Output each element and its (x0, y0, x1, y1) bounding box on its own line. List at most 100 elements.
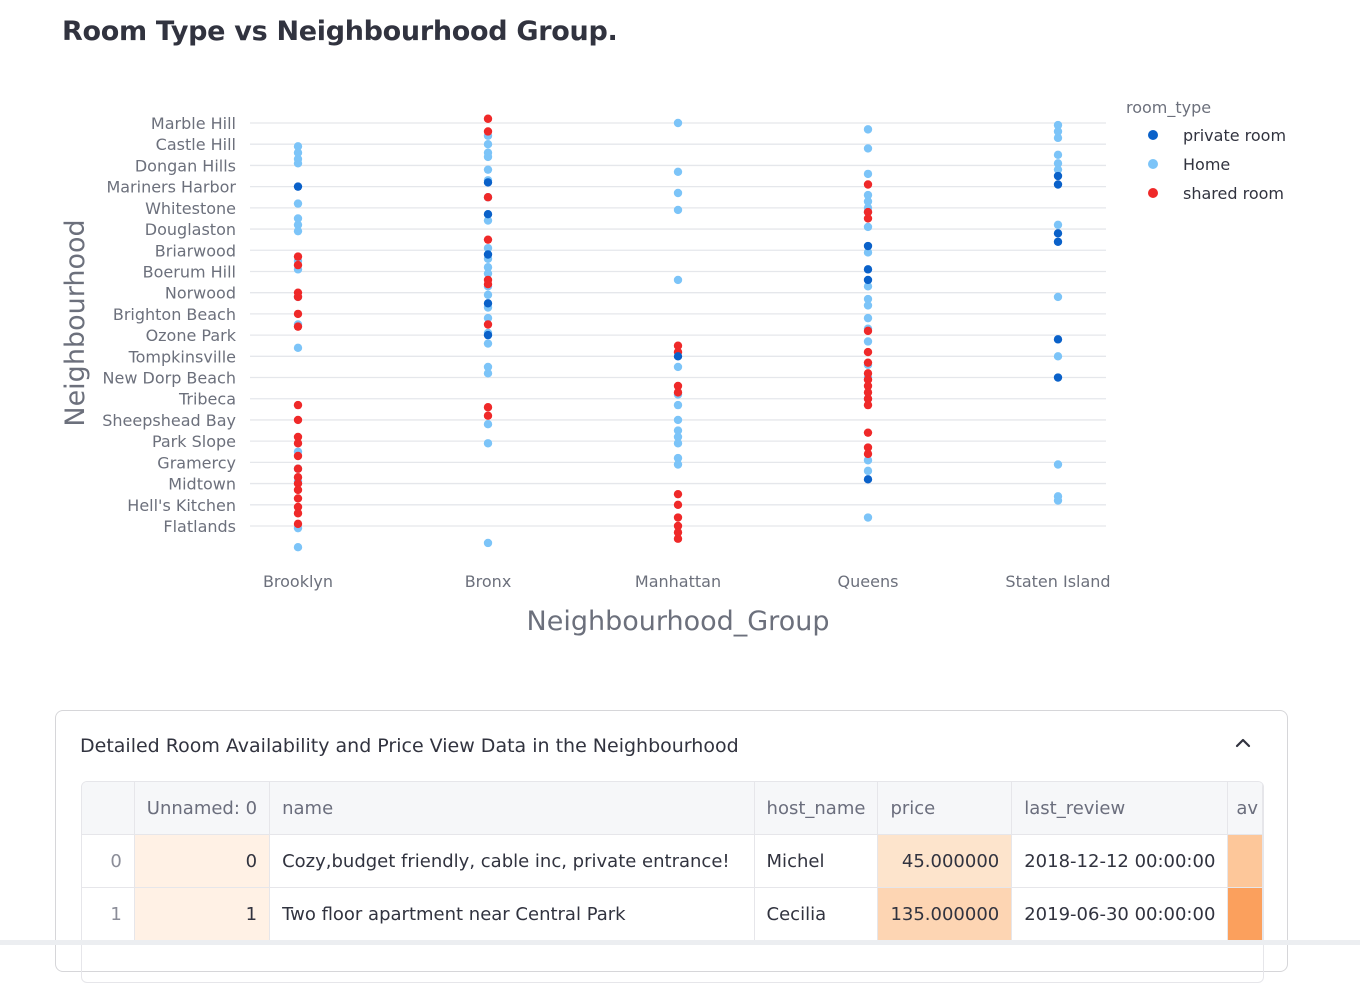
data-point-home[interactable] (863, 222, 873, 232)
data-point-home[interactable] (863, 301, 873, 310)
data-point-shared-room[interactable] (863, 381, 873, 391)
data-point-home[interactable] (1053, 352, 1063, 361)
data-point-private-room[interactable] (1053, 237, 1063, 246)
data-point-shared-room[interactable] (673, 381, 683, 391)
data-point-home[interactable] (483, 269, 493, 278)
data-point-home[interactable] (863, 337, 873, 346)
data-point-shared-room[interactable] (293, 415, 303, 425)
scatter-chart[interactable]: Marble Hill Castle Hill Dongan Hills Marine… (0, 60, 1360, 650)
data-point-shared-room[interactable] (863, 180, 873, 189)
data-point-shared-room[interactable] (293, 260, 303, 270)
data-point-home[interactable] (483, 243, 493, 253)
cell-last-review[interactable]: 2018-12-12 00:00:00 (1011, 834, 1229, 888)
data-point-shared-room[interactable] (293, 479, 303, 488)
legend-label[interactable]: private room (1183, 126, 1286, 145)
data-point-home[interactable] (863, 313, 873, 323)
data-point-shared-room[interactable] (863, 369, 873, 378)
cell-name[interactable]: Cozy,budget friendly, cable inc, private… (269, 834, 755, 888)
data-point-home[interactable] (863, 248, 873, 257)
column-header[interactable]: price (877, 782, 1013, 835)
data-point-home[interactable] (1053, 159, 1063, 168)
data-point-shared-room[interactable] (863, 326, 873, 336)
data-point-shared-room[interactable] (293, 400, 303, 410)
data-point-shared-room[interactable] (673, 521, 683, 531)
data-point-home[interactable] (673, 188, 683, 198)
data-point-home[interactable] (863, 294, 873, 304)
data-point-private-room[interactable] (1053, 171, 1063, 181)
chevron-up-icon[interactable] (1233, 733, 1253, 753)
data-point-home[interactable] (483, 419, 493, 429)
data-point-home[interactable] (1053, 133, 1063, 143)
legend[interactable]: room_type private room Home shared room (1126, 98, 1286, 203)
table-row[interactable]: 0 0 Cozy,budget friendly, cable inc, pri… (82, 834, 1263, 888)
cell-price[interactable]: 45.000000 (877, 834, 1013, 888)
data-point-shared-room[interactable] (673, 489, 683, 499)
cell-host-name[interactable]: Michel (754, 834, 879, 888)
data-point-shared-room[interactable] (673, 528, 683, 537)
data-point-home[interactable] (863, 125, 873, 134)
data-point-home[interactable] (483, 439, 493, 448)
data-point-home[interactable] (1053, 165, 1063, 174)
data-point-home[interactable] (483, 140, 493, 149)
data-point-private-room[interactable] (863, 241, 873, 251)
data-point-shared-room[interactable] (293, 519, 303, 529)
data-point-home[interactable] (293, 343, 303, 353)
legend-marker[interactable] (1148, 130, 1158, 140)
data-point-private-room[interactable] (863, 265, 873, 274)
data-point-home[interactable] (293, 214, 303, 223)
data-point-shared-room[interactable] (483, 193, 493, 202)
data-point-private-room[interactable] (863, 275, 873, 285)
data-point-shared-room[interactable] (863, 443, 873, 452)
data-point-shared-room[interactable] (293, 494, 303, 503)
data-point-shared-room[interactable] (673, 534, 683, 543)
data-point-home[interactable] (293, 159, 303, 168)
data-point-home[interactable] (483, 263, 493, 272)
data-point-shared-room[interactable] (293, 451, 303, 461)
data-point-home[interactable] (1053, 220, 1063, 230)
data-point-home[interactable] (673, 118, 683, 128)
data-point-private-room[interactable] (1053, 180, 1063, 189)
data-point-home[interactable] (673, 400, 683, 410)
data-point-home[interactable] (863, 466, 873, 476)
data-point-shared-room[interactable] (483, 320, 493, 329)
data-point-shared-room[interactable] (293, 309, 303, 319)
data-point-home[interactable] (293, 543, 303, 552)
data-point-home[interactable] (673, 205, 683, 215)
data-point-shared-room[interactable] (863, 358, 873, 367)
data-point-home[interactable] (1053, 460, 1063, 469)
table-row[interactable]: 1 1 Two floor apartment near Central Par… (82, 887, 1263, 941)
data-point-home[interactable] (293, 199, 303, 208)
data-point-shared-room[interactable] (483, 114, 493, 123)
data-point-home[interactable] (293, 220, 303, 230)
data-point-shared-room[interactable] (863, 388, 873, 397)
data-point-shared-room[interactable] (863, 375, 873, 384)
data-point-private-room[interactable] (483, 330, 493, 340)
data-point-shared-room[interactable] (863, 394, 873, 403)
data-point-shared-room[interactable] (293, 432, 303, 442)
cell-unnamed[interactable]: 0 (134, 834, 271, 888)
data-point-home[interactable] (673, 453, 683, 463)
column-header[interactable]: Unnamed: 0 (134, 782, 271, 835)
column-header[interactable]: name (269, 782, 755, 835)
data-point-shared-room[interactable] (483, 280, 493, 289)
data-point-shared-room[interactable] (863, 207, 873, 217)
data-point-home[interactable] (1053, 120, 1063, 130)
data-point-home[interactable] (863, 144, 873, 153)
data-point-home[interactable] (483, 313, 493, 323)
column-header[interactable] (82, 782, 135, 835)
data-point-home[interactable] (483, 339, 493, 348)
data-point-shared-room[interactable] (483, 403, 493, 412)
cell-price[interactable]: 135.000000 (877, 887, 1013, 941)
data-point-shared-room[interactable] (293, 502, 303, 512)
data-point-shared-room[interactable] (673, 513, 683, 522)
data-point-private-room[interactable] (863, 475, 873, 484)
legend-label[interactable]: Home (1183, 155, 1230, 174)
data-point-home[interactable] (673, 275, 683, 285)
data-point-home[interactable] (863, 190, 873, 200)
data-point-home[interactable] (863, 513, 873, 522)
data-point-home[interactable] (483, 216, 493, 225)
data-point-home[interactable] (293, 142, 303, 151)
cell-availability[interactable] (1227, 887, 1263, 941)
data-point-shared-room[interactable] (293, 252, 303, 261)
data-point-home[interactable] (483, 362, 493, 372)
